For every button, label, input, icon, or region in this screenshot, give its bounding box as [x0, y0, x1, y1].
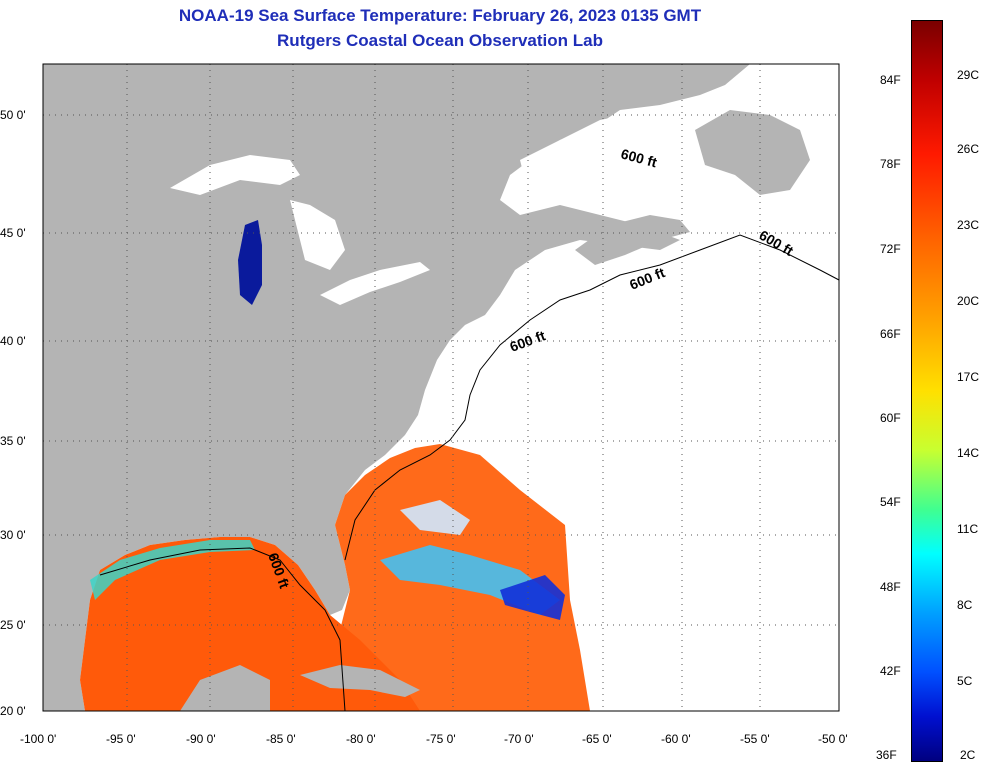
colorbar-c-label: 23C	[957, 218, 980, 232]
colorbar-c-label: 8C	[957, 598, 973, 612]
colorbar-c-label: 29C	[957, 68, 980, 82]
sst-cold-patch	[500, 575, 565, 620]
lake-superior	[170, 155, 300, 195]
lon-tick: -65 0'	[582, 732, 612, 746]
lon-tick: -95 0'	[106, 732, 136, 746]
lat-tick: 35 0'	[0, 434, 26, 448]
lat-tick: 50 0'	[0, 108, 26, 122]
colorbar-c-label: 11C	[957, 522, 979, 536]
lon-tick: -55 0'	[740, 732, 770, 746]
lat-tick: 25 0'	[0, 618, 26, 632]
lon-tick: -50 0'	[818, 732, 848, 746]
lon-tick: -100 0'	[20, 732, 57, 746]
colorbar-c-label: 26C	[957, 142, 980, 156]
lake-huron	[290, 200, 345, 270]
colorbar-f-label: 72F	[880, 242, 901, 256]
colorbar-f-label: 54F	[880, 495, 901, 509]
map-frame	[42, 63, 840, 712]
nova-scotia	[575, 215, 690, 265]
st-lawrence-gulf	[520, 110, 700, 200]
colorbar-f-label: 78F	[880, 157, 901, 171]
colorbar-c-label: 2C	[960, 748, 976, 762]
colorbar-f-label: 48F	[880, 580, 901, 594]
lon-tick: -60 0'	[661, 732, 691, 746]
lat-tick: 30 0'	[0, 528, 26, 542]
colorbar-c-label: 20C	[957, 294, 980, 308]
lon-tick: -90 0'	[186, 732, 216, 746]
lon-tick: -75 0'	[426, 732, 456, 746]
colorbar-f-label: 42F	[880, 664, 901, 678]
cuba-land	[300, 665, 420, 697]
lat-tick: 20 0'	[0, 704, 26, 718]
temperature-colorbar	[911, 20, 943, 762]
yucatan-land	[180, 665, 270, 711]
colorbar-f-label: 84F	[880, 73, 901, 87]
colorbar-c-label: 14C	[957, 446, 980, 460]
lat-tick: 40 0'	[0, 334, 26, 348]
lat-tick: 45 0'	[0, 226, 26, 240]
contour-label: 600 ft	[757, 227, 797, 259]
map-title: NOAA-19 Sea Surface Temperature: Februar…	[178, 6, 702, 25]
north-america-land	[43, 64, 750, 711]
depth-contour-600ft	[99, 234, 839, 711]
contour-label: 600 ft	[508, 327, 548, 355]
newfoundland	[695, 110, 810, 195]
sst-gulf-coastal-cool	[90, 540, 255, 600]
map-subtitle: Rutgers Coastal Ocean Observation Lab	[277, 31, 603, 50]
map-grid	[43, 64, 839, 711]
lake-michigan	[238, 220, 262, 305]
lon-tick: -70 0'	[504, 732, 534, 746]
colorbar-f-label: 60F	[880, 411, 901, 425]
lon-tick: -85 0'	[266, 732, 296, 746]
lon-tick: -80 0'	[346, 732, 376, 746]
colorbar-f-label: 66F	[880, 327, 901, 341]
map-body: 600 ft 600 ft 600 ft 600 ft 600 ft	[43, 64, 839, 711]
colorbar-c-label: 17C	[957, 370, 980, 384]
colorbar-f-label: 36F	[876, 748, 897, 762]
colorbar-c-label: 5C	[957, 674, 973, 688]
lake-erie-ontario	[320, 262, 430, 305]
